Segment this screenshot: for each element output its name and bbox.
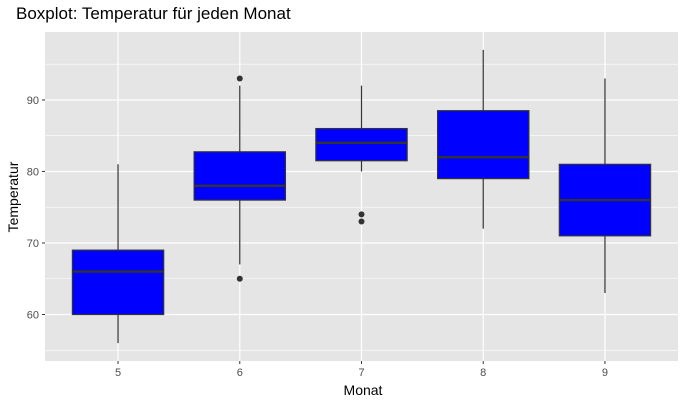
box-group (315, 85, 408, 225)
outlier-point (358, 218, 365, 225)
box-iqr (436, 110, 530, 180)
x-tick-label: 8 (480, 367, 486, 379)
boxes (71, 49, 652, 344)
box-group (71, 164, 165, 344)
box-iqr (315, 127, 408, 162)
y-tick-label: 70 (27, 238, 39, 250)
x-tick-label: 6 (237, 367, 243, 379)
x-tick-label: 9 (602, 367, 608, 379)
box-group (193, 75, 287, 282)
outlier-point (236, 275, 243, 282)
box-iqr (193, 151, 287, 201)
x-axis-ticks: 5 6 7 8 9 (115, 361, 608, 379)
y-tick-label: 60 (27, 310, 39, 322)
x-axis-label: Monat (344, 382, 383, 398)
y-axis-label: Temperatur (5, 161, 21, 232)
outlier-point (358, 211, 365, 218)
y-tick-label: 90 (27, 95, 39, 107)
box-group (558, 78, 652, 294)
box-iqr (71, 249, 165, 316)
x-tick-label: 5 (115, 367, 121, 379)
chart-title: Boxplot: Temperatur für jeden Monat (16, 4, 291, 23)
y-axis-ticks: 60 70 80 90 (27, 95, 45, 322)
outlier-point (236, 75, 243, 82)
x-tick-label: 7 (358, 367, 364, 379)
box-group (436, 49, 530, 229)
y-tick-label: 80 (27, 166, 39, 178)
